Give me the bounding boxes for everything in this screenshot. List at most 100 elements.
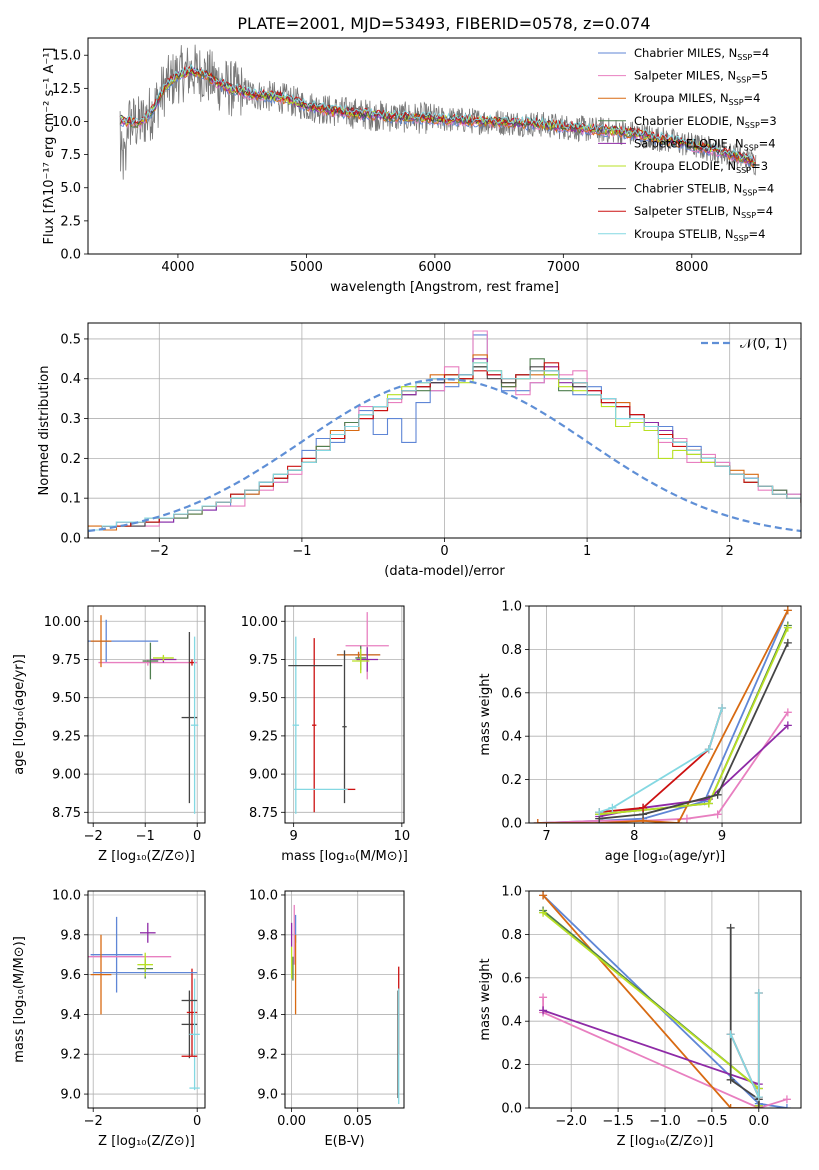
- axes-frame: [87, 322, 802, 539]
- histogram-salpeter-miles: [88, 330, 801, 538]
- axes-frame: [284, 605, 405, 824]
- y-tick-label: 9.4: [60, 1008, 81, 1023]
- model-spectrum-kroupa-elodie: [119, 67, 756, 163]
- y-tick-label: 0.6: [501, 686, 522, 701]
- weight-point-salpeter-elodie: [783, 721, 792, 730]
- x-axis-label: Z [log₁₀(Z/Z⊙)]: [617, 1134, 714, 1149]
- weight-point-kroupa-stelib: [704, 745, 713, 754]
- y-axis-label: age [log₁₀(age/yr)]: [12, 654, 27, 775]
- y-tick-label: 0.2: [501, 1058, 522, 1073]
- y-tick-label: 0.8: [501, 928, 522, 943]
- x-tick-label: −1.0: [649, 1114, 681, 1129]
- axes-frame: [284, 890, 405, 1109]
- y-tick-label: 9.8: [257, 928, 278, 943]
- weight-point-kroupa-elodie: [704, 799, 713, 808]
- y-tick-label: 2.5: [60, 214, 81, 229]
- weight-line-chabrier-stelib: [599, 642, 789, 820]
- legend-label: Kroupa ELODIE, NSSP=3: [634, 159, 768, 175]
- plot-area: [539, 891, 791, 1108]
- weight-point-kroupa-stelib: [718, 703, 727, 712]
- x-tick-label: 4000: [161, 260, 194, 275]
- y-tick-label: 9.4: [257, 1008, 278, 1023]
- mass-vs-metallicity-panel: −2 0 9.0 9.2 9.4 9.6 9.8 10.0 Z [log₁₀(Z/Z⊙)] mas…: [12, 888, 206, 1149]
- weight-point-salpeter-elodie: [539, 1006, 548, 1015]
- weight-point-kroupa-miles: [533, 819, 542, 823]
- x-tick-label: 9: [290, 829, 298, 844]
- weight-point-kroupa-miles: [783, 606, 792, 615]
- y-tick-label: 9.2: [60, 1048, 81, 1063]
- plot-area: [290, 904, 400, 1105]
- plot-area: [119, 44, 757, 180]
- weight-point-salpeter-miles: [783, 708, 792, 717]
- histogram-salpeter-elodie: [88, 358, 801, 538]
- x-tick-label: −2: [84, 1114, 103, 1129]
- y-tick-label: 15.0: [52, 49, 81, 64]
- weight-point-kroupa-stelib: [754, 988, 763, 997]
- x-tick-label: 7: [542, 829, 550, 844]
- x-tick-label: 0: [193, 829, 201, 844]
- y-axis-label: Normed distribution: [37, 366, 52, 496]
- y-tick-label: 10.0: [249, 888, 278, 903]
- model-spectrum-kroupa-stelib: [119, 63, 756, 163]
- y-tick-label: 0.2: [60, 452, 81, 467]
- weight-line-salpeter-miles: [542, 997, 788, 1108]
- weight-point-chabrier-stelib: [713, 790, 722, 799]
- axes-frame: [87, 37, 802, 255]
- x-tick-label: 0.0: [748, 1114, 769, 1129]
- grid: [529, 890, 801, 1109]
- x-tick-label: 10: [394, 829, 411, 844]
- y-tick-label: 0.2: [501, 773, 522, 788]
- y-tick-label: 0.8: [501, 643, 522, 658]
- y-tick-label: 9.2: [257, 1048, 278, 1063]
- x-tick-label: 0.00: [277, 1114, 306, 1129]
- weight-point-salpeter-miles: [782, 1095, 791, 1104]
- legend-label: Chabrier ELODIE, NSSP=3: [634, 114, 777, 130]
- y-tick-label: 8.75: [52, 806, 81, 821]
- axes-frame: [87, 605, 206, 824]
- residual-histogram-panel: −2 −1 0 1 2 0.0 0.1 0.2 0.3 0.4 0.5 (data-model)/er…: [37, 322, 802, 579]
- legend-label: Salpeter MILES, NSSP=5: [634, 69, 768, 85]
- histogram-kroupa-elodie: [88, 362, 801, 538]
- weight-line-salpeter-elodie: [599, 724, 789, 818]
- y-tick-label: 10.0: [52, 115, 81, 130]
- weight-vs-metallicity-panel: −2.0 −1.5 −1.0 −0.5 0.0 0.0 0.2 0.4 0.6 0.8 1.0 Z […: [478, 885, 802, 1149]
- plot-area: [533, 606, 792, 823]
- x-tick-label: 9: [718, 829, 726, 844]
- weight-point-chabrier-miles: [782, 1104, 791, 1108]
- y-tick-label: 9.6: [257, 968, 278, 983]
- x-tick-label: −2: [84, 829, 103, 844]
- y-tick-label: 9.0: [257, 1088, 278, 1103]
- weight-point-kroupa-miles: [674, 819, 683, 823]
- y-tick-label: 9.50: [249, 691, 278, 706]
- x-tick-label: −1.5: [602, 1114, 634, 1129]
- x-tick-label: −1: [292, 544, 311, 559]
- weight-point-kroupa-stelib: [595, 808, 604, 817]
- weight-line-kroupa-miles: [542, 894, 759, 1108]
- legend-label: Salpeter ELODIE, NSSP=4: [634, 136, 776, 152]
- legend-label: Chabrier STELIB, NSSP=4: [634, 182, 774, 198]
- y-tick-label: 0.4: [60, 372, 81, 387]
- y-tick-label: 12.5: [52, 82, 81, 97]
- normal-curve: [88, 378, 801, 533]
- weight-line-kroupa-elodie: [542, 912, 760, 1106]
- weight-point-kroupa-elodie: [539, 908, 548, 917]
- plot-area: [88, 615, 199, 814]
- x-tick-label: 6000: [418, 260, 451, 275]
- x-axis-label: E(B-V): [324, 1134, 364, 1149]
- y-tick-label: 0.1: [60, 492, 81, 507]
- histogram-salpeter-stelib: [88, 362, 801, 538]
- legend-label: Kroupa MILES, NSSP=4: [634, 91, 760, 107]
- x-tick-label: 0: [440, 544, 448, 559]
- weight-line-kroupa-stelib: [598, 707, 723, 813]
- y-axis-label: mass weight: [478, 673, 493, 755]
- x-tick-label: 8000: [675, 260, 708, 275]
- y-tick-label: 1.0: [501, 885, 522, 900]
- weight-point-kroupa-stelib: [726, 1030, 735, 1039]
- x-tick-label: 1: [583, 544, 591, 559]
- x-tick-label: −2: [150, 544, 169, 559]
- x-axis-label: Z [log₁₀(Z/Z⊙)]: [98, 1134, 195, 1149]
- y-tick-label: 9.00: [249, 768, 278, 783]
- y-tick-label: 9.6: [60, 968, 81, 983]
- y-tick-label: 0.5: [60, 332, 81, 347]
